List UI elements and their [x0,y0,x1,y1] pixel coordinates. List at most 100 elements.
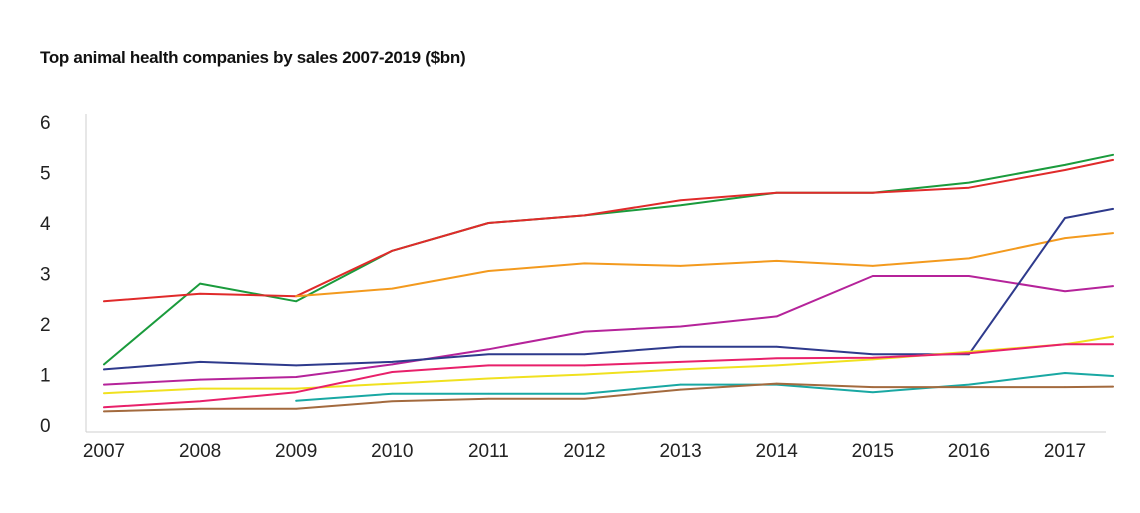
data-point [583,373,586,376]
data-point [391,287,394,290]
chart-series [103,153,1114,413]
series-path [295,232,1114,298]
data-point [679,204,682,207]
data-point [679,199,682,202]
data-point [1064,237,1066,239]
series-path [295,372,1114,402]
data-point [295,295,298,298]
data-point [1064,372,1066,374]
series-line [103,275,1114,386]
data-point [487,222,490,224]
x-tick-label: 2010 [371,441,413,462]
data-point [199,292,201,295]
data-point [1064,169,1066,171]
series-path [103,153,1114,366]
data-point [391,392,394,395]
data-point [775,345,778,348]
data-point [679,361,682,363]
x-tick-label: 2014 [756,441,799,462]
data-point [968,275,970,277]
x-tick-label: 2015 [852,441,894,462]
data-point [968,352,970,355]
data-point [872,353,874,356]
data-point [295,400,298,402]
data-point [103,406,105,409]
data-point [1112,335,1114,338]
data-point [583,214,586,217]
x-tick-label: 2013 [659,441,701,462]
data-point [968,181,970,184]
data-point [775,357,778,360]
data-point [1112,343,1114,346]
series-path [103,158,1114,303]
series-line [295,372,1114,402]
data-point [968,386,970,388]
data-point [679,345,682,348]
data-point [583,353,586,356]
series-line [103,207,1114,371]
data-point [391,361,394,363]
data-point [583,364,586,367]
data-point [487,392,490,395]
y-tick-label: 4 [40,214,51,235]
data-point [872,265,874,267]
data-point [199,400,201,403]
data-point [872,357,874,359]
chart-tick-labels: 0 1 2 3 4 5 6 2007 2008 2009 2010 2011 2012 2013 2014 2… [40,113,1086,462]
data-point [775,364,778,367]
chart-title: Top animal health companies by sales 200… [40,48,466,67]
data-point [583,330,586,333]
y-tick-label: 5 [40,164,51,185]
data-point [1112,159,1114,161]
data-point [1064,343,1066,346]
data-point [872,391,874,394]
series-path [103,207,1114,371]
data-point [103,363,105,366]
series-path [103,382,1114,413]
data-point [487,377,490,380]
series-path [103,335,1114,395]
data-point [391,382,394,385]
data-point [775,382,778,385]
series-path [103,343,1114,409]
data-point [103,368,105,371]
data-point [583,262,586,265]
data-point [872,191,874,194]
data-point [103,392,105,395]
data-point [103,300,105,303]
data-point [487,270,490,272]
y-tick-label: 0 [40,416,51,437]
data-point [872,358,874,361]
data-point [103,383,105,386]
data-point [1112,285,1114,287]
data-point [295,408,298,410]
data-point [1112,154,1114,156]
data-point [872,275,874,277]
data-point [968,383,970,386]
x-tick-label: 2016 [948,441,990,462]
data-point [775,191,778,194]
series-line [103,158,1114,303]
data-point [872,386,874,388]
data-point [1112,375,1114,377]
data-point [391,400,394,403]
data-point [487,364,490,367]
data-point [679,388,682,391]
data-point [1064,217,1066,219]
chart-axes [85,114,1106,433]
series-line [103,343,1114,409]
data-point [1112,232,1114,234]
data-point [295,387,298,390]
data-point [295,300,298,303]
data-point [583,392,586,395]
x-tick-label: 2008 [179,441,221,462]
data-point [679,383,682,386]
data-point [199,361,201,363]
data-point [391,363,394,366]
data-point [968,186,970,189]
y-tick-label: 3 [40,265,51,286]
data-point [968,351,970,353]
x-tick-label: 2011 [468,441,509,462]
x-tick-label: 2017 [1044,441,1086,462]
